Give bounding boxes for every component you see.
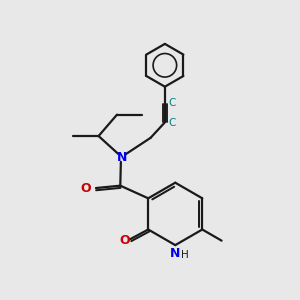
Text: O: O [120, 234, 130, 247]
Text: C: C [168, 118, 176, 128]
Text: N: N [170, 247, 181, 260]
Text: C: C [168, 98, 176, 108]
Text: O: O [81, 182, 92, 194]
Text: N: N [117, 151, 127, 164]
Text: H: H [181, 250, 188, 260]
